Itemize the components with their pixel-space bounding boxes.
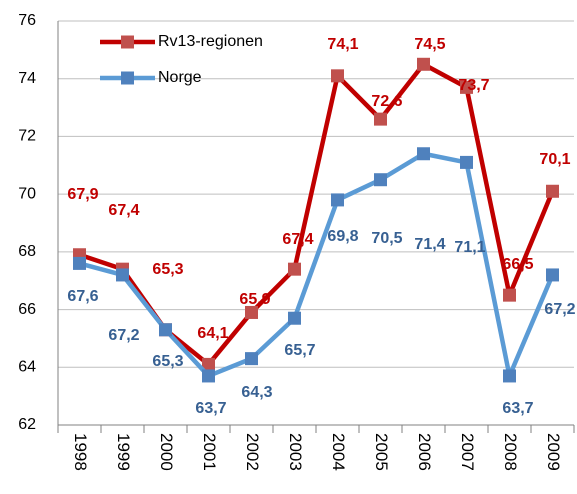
marker <box>546 184 559 198</box>
data-label: 71,1 <box>454 239 485 256</box>
marker <box>116 268 129 282</box>
x-tick-label: 2008 <box>501 433 520 471</box>
marker <box>374 173 387 187</box>
x-tick-label: 2007 <box>458 433 477 471</box>
y-tick-label: 72 <box>18 128 36 145</box>
x-tick-label: 2006 <box>415 433 434 471</box>
data-label: 71,4 <box>414 236 445 253</box>
marker <box>331 193 344 207</box>
marker <box>202 369 215 383</box>
data-label: 74,1 <box>327 36 358 53</box>
x-tick-label: 2005 <box>372 433 391 471</box>
data-label: 64,3 <box>241 384 272 401</box>
data-label: 67,4 <box>108 202 139 219</box>
x-tick-label: 2001 <box>200 433 219 471</box>
marker <box>417 147 430 161</box>
data-label: 72,6 <box>371 93 402 110</box>
x-tick-label: 1999 <box>114 433 133 471</box>
marker <box>503 288 516 302</box>
data-label: 70,5 <box>371 230 402 247</box>
marker <box>288 262 301 276</box>
data-label: 73,7 <box>458 77 489 94</box>
data-label: 66,5 <box>502 256 533 273</box>
y-tick-label: 62 <box>18 416 36 433</box>
marker <box>202 357 215 371</box>
legend-marker <box>121 35 134 49</box>
marker <box>417 57 430 71</box>
marker <box>159 323 172 337</box>
y-tick-label: 70 <box>18 185 36 202</box>
legend-label: Norge <box>158 69 202 86</box>
data-label: 63,7 <box>502 400 533 417</box>
y-tick-label: 76 <box>18 12 36 29</box>
x-tick-label: 2009 <box>544 433 563 471</box>
data-label: 74,5 <box>414 36 445 53</box>
marker <box>503 369 516 383</box>
y-tick-label: 74 <box>18 70 36 87</box>
data-label: 64,1 <box>197 325 228 342</box>
legend-marker <box>121 71 134 85</box>
data-label: 67,2 <box>544 301 575 318</box>
data-label: 67,6 <box>67 288 98 305</box>
data-label: 67,2 <box>108 327 139 344</box>
data-label: 67,9 <box>67 186 98 203</box>
legend-label: Rv13-regionen <box>158 33 263 50</box>
series-line <box>78 62 555 367</box>
y-tick-label: 68 <box>18 243 36 260</box>
marker <box>245 305 258 319</box>
x-tick-label: 2004 <box>329 433 348 471</box>
x-tick-label: 2000 <box>157 433 176 471</box>
data-label: 63,7 <box>195 400 226 417</box>
marker <box>73 256 86 270</box>
marker <box>245 352 258 366</box>
data-label: 65,9 <box>239 291 270 308</box>
x-tick-label: 2002 <box>243 433 262 471</box>
marker <box>460 155 473 169</box>
data-label: 65,3 <box>152 353 183 370</box>
series-line <box>78 151 555 379</box>
data-label: 65,3 <box>152 261 183 278</box>
marker <box>374 112 387 126</box>
x-tick-label: 1998 <box>71 433 90 471</box>
data-label: 67,4 <box>282 231 313 248</box>
data-label: 65,7 <box>284 342 315 359</box>
marker <box>288 311 301 325</box>
data-label: 69,8 <box>327 228 358 245</box>
marker <box>460 80 473 94</box>
marker <box>331 69 344 83</box>
x-tick-label: 2003 <box>286 433 305 471</box>
y-tick-label: 66 <box>18 301 36 318</box>
marker <box>546 268 559 282</box>
y-tick-label: 64 <box>18 359 36 376</box>
data-label: 70,1 <box>539 151 570 168</box>
